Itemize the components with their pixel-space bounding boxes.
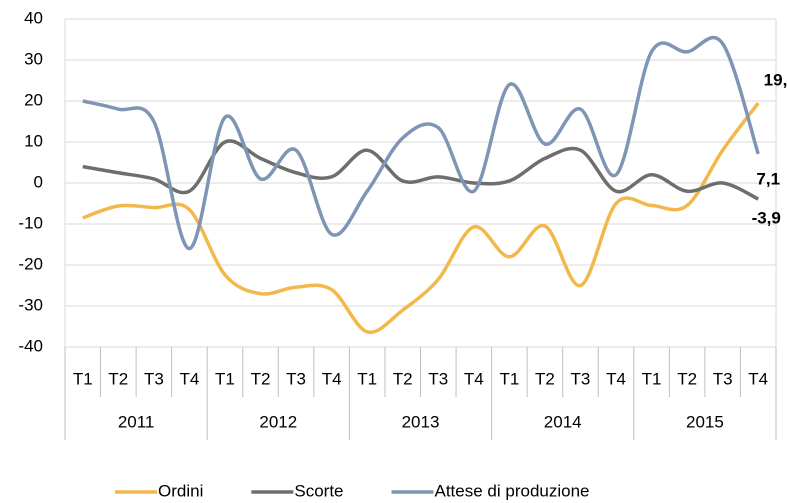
series-line bbox=[82, 139, 760, 201]
x-tick-label: T3 bbox=[571, 369, 591, 388]
x-tick-label: T1 bbox=[499, 369, 519, 388]
x-tick-label: T2 bbox=[393, 369, 413, 388]
y-tick-label: -40 bbox=[18, 336, 43, 355]
x-tick-label: T3 bbox=[428, 369, 448, 388]
x-tick-label: T3 bbox=[144, 369, 164, 388]
x-tick-label: T3 bbox=[286, 369, 306, 388]
x-tick-label: T4 bbox=[180, 369, 200, 388]
x-tick-label: T4 bbox=[464, 369, 484, 388]
group-label: 2013 bbox=[402, 412, 440, 431]
x-tick-label: T4 bbox=[322, 369, 342, 388]
x-tick-label: T1 bbox=[642, 369, 662, 388]
legend-label: Attese di produzione bbox=[435, 481, 590, 500]
group-label: 2015 bbox=[686, 412, 724, 431]
y-tick-label: -30 bbox=[18, 295, 43, 314]
series-line bbox=[82, 35, 760, 251]
series-line bbox=[82, 101, 760, 334]
group-label: 2011 bbox=[118, 412, 155, 431]
x-tick-label: T1 bbox=[357, 369, 377, 388]
x-tick-label: T1 bbox=[215, 369, 235, 388]
data-label: -3,9 bbox=[752, 208, 781, 227]
data-label: 7,1 bbox=[756, 169, 780, 188]
y-tick-label: 30 bbox=[24, 49, 43, 68]
group-label: 2014 bbox=[544, 412, 582, 431]
x-tick-label: T2 bbox=[535, 369, 555, 388]
group-label: 2012 bbox=[259, 412, 297, 431]
y-tick-label: 40 bbox=[24, 8, 43, 27]
x-tick-label: T1 bbox=[73, 369, 93, 388]
x-tick-label: T4 bbox=[748, 369, 768, 388]
x-tick-label: T2 bbox=[677, 369, 697, 388]
x-tick-label: T3 bbox=[713, 369, 733, 388]
x-tick-label: T2 bbox=[251, 369, 271, 388]
y-tick-label: -20 bbox=[18, 254, 43, 273]
x-tick-label: T4 bbox=[606, 369, 626, 388]
legend-label: Ordini bbox=[158, 481, 203, 500]
y-tick-label: 20 bbox=[24, 90, 43, 109]
x-tick-label: T2 bbox=[108, 369, 128, 388]
legend-label: Scorte bbox=[294, 481, 343, 500]
data-label: 19,5 bbox=[764, 71, 787, 90]
y-tick-label: 0 bbox=[34, 172, 43, 191]
y-tick-label: -10 bbox=[18, 213, 43, 232]
y-tick-label: 10 bbox=[24, 131, 43, 150]
